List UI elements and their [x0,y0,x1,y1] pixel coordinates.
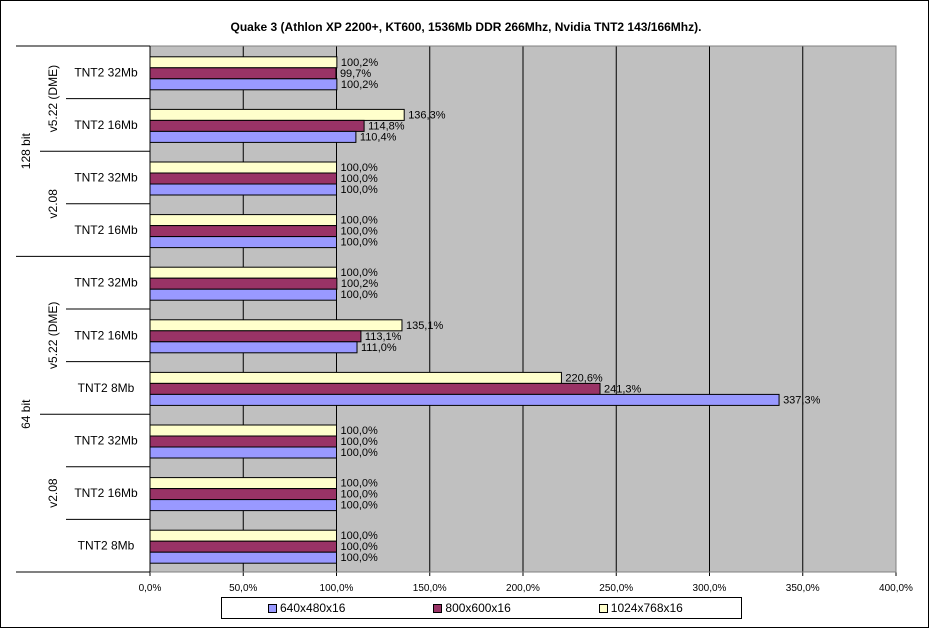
bar-800x600x16 [149,488,337,501]
bar-1024x768x16 [149,266,337,279]
data-label: 99,7% [340,68,371,80]
bar-800x600x16 [149,277,338,290]
category-label: TNT2 16Mb [74,118,138,132]
x-tick-label: 350,0% [786,583,820,594]
category-label: TNT2 16Mb [74,223,138,237]
legend-item: 800x600x16 [433,601,511,615]
legend-label: 640x480x16 [280,601,346,615]
bar-640x480x16 [149,393,780,406]
x-tick-label: 150,0% [413,583,447,594]
data-label: 100,0% [341,289,379,301]
bar-1024x768x16 [149,477,337,490]
bar-1024x768x16 [149,108,405,121]
category-label: TNT2 32Mb [74,276,138,290]
data-label: 110,4% [360,131,397,143]
legend-label: 1024x768x16 [610,601,683,615]
data-label: 113,1% [365,331,402,343]
legend-swatch [268,603,277,613]
category-label: TNT2 32Mb [74,434,138,448]
bar-640x480x16 [149,78,338,91]
bar-800x600x16 [149,540,337,553]
x-tick-label: 250,0% [599,583,633,594]
x-tick-label: 200,0% [506,583,540,594]
data-label: 135,1% [406,320,444,332]
category-label: TNT2 16Mb [74,486,138,500]
data-label: 241,3% [604,383,642,395]
bar-640x480x16 [149,341,358,354]
data-label: 100,2% [341,57,379,69]
data-label: 111,0% [361,342,397,354]
category-label: TNT2 32Mb [74,65,138,79]
data-label: 100,0% [341,530,379,542]
bar-1024x768x16 [149,319,403,332]
group-label: 64 bit [19,399,33,429]
data-label: 100,2% [341,79,379,91]
data-label: 220,6% [565,372,603,384]
bar-800x600x16 [149,172,337,185]
bar-800x600x16 [149,382,601,395]
bar-800x600x16 [149,435,337,448]
plot-area: 0,0% 50,0% 100,0% 150,0% 200,0% 250,0% 300,0% 3… [16,45,913,594]
data-label: 100,0% [341,489,379,501]
x-tick-label: 0,0% [139,583,162,594]
subgroup-label: v5.22 (DME) [46,302,60,369]
data-label: 100,0% [341,447,379,459]
data-label: 100,0% [341,226,379,238]
subgroup-label: v2.08 [46,478,60,508]
data-label: 100,0% [341,478,379,490]
data-label: 100,0% [341,173,379,185]
bar-1024x768x16 [149,424,337,437]
legend-item: 640x480x16 [268,601,345,615]
bar-800x600x16 [149,330,362,343]
bar-640x480x16 [149,446,337,459]
bar-1024x768x16 [149,371,562,384]
bar-1024x768x16 [149,56,338,69]
data-label: 100,0% [341,425,379,437]
legend-swatch [433,603,443,613]
bar-800x600x16 [149,119,365,132]
subgroup-label: v2.08 [46,189,60,219]
x-tick-label: 300,0% [693,583,727,594]
bar-1024x768x16 [149,214,337,227]
data-label: 136,3% [408,109,446,121]
data-label: 100,0% [341,184,379,196]
x-tick-label: 50,0% [229,583,257,594]
group-label: 128 bit [19,133,33,170]
category-label: TNT2 8Mb [78,381,135,395]
legend-label: 800x600x16 [445,601,511,615]
bar-640x480x16 [149,288,337,301]
x-tick-label: 400,0% [879,583,913,594]
data-label: 100,0% [341,237,379,249]
x-tick-label: 100,0% [320,583,354,594]
category-label: TNT2 16Mb [74,328,138,342]
data-label: 100,0% [341,500,379,512]
category-label: TNT2 8Mb [78,539,135,553]
data-label: 337,3% [783,394,821,406]
bar-640x480x16 [149,236,337,249]
data-label: 100,0% [341,541,379,553]
chart-title: Quake 3 (Athlon XP 2200+, KT600, 1536Mb … [231,20,702,34]
data-label: 100,0% [341,267,379,279]
data-label: 100,0% [341,436,379,448]
data-label: 100,0% [341,215,379,227]
bar-800x600x16 [149,225,337,238]
data-label: 114,8% [368,120,405,132]
data-label: 100,2% [341,278,379,290]
legend-swatch [598,603,608,613]
category-label: TNT2 32Mb [74,171,138,185]
bar-1024x768x16 [149,529,337,542]
bar-1024x768x16 [149,161,337,174]
bar-640x480x16 [149,551,337,564]
legend-item: 1024x768x16 [598,601,683,615]
data-label: 100,0% [341,162,379,174]
data-label: 100,0% [341,552,379,564]
legend: 640x480x16 800x600x16 1024x768x16 [221,597,742,619]
bar-640x480x16 [149,499,337,512]
bar-800x600x16 [149,67,337,80]
subgroup-label: v5.22 (DME) [46,65,60,132]
bar-640x480x16 [149,183,337,196]
bar-640x480x16 [149,130,357,143]
